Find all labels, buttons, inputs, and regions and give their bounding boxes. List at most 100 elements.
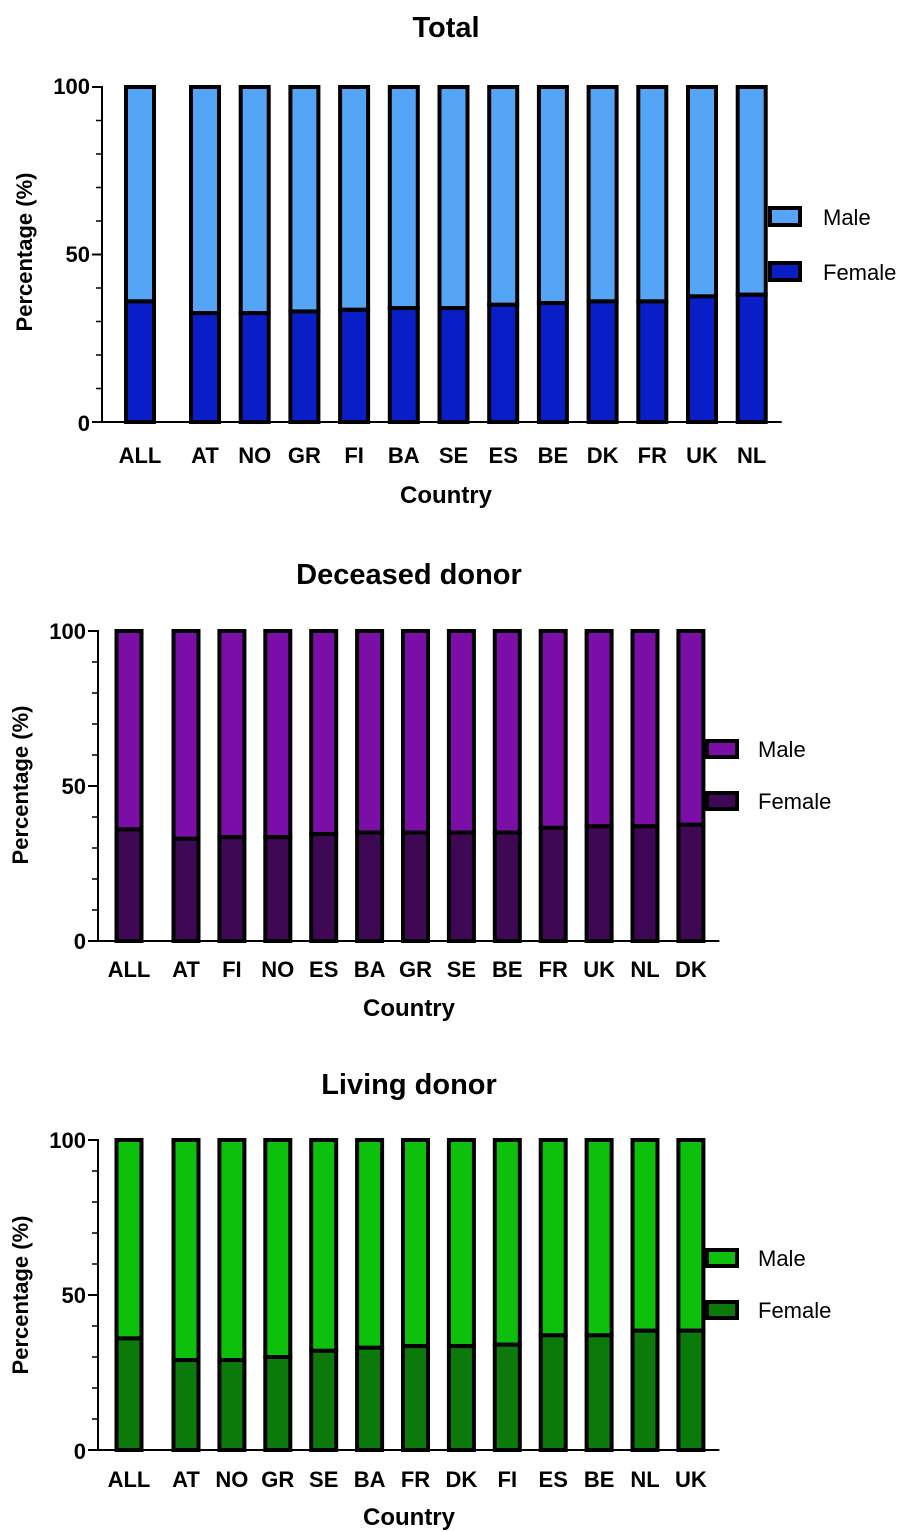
axes	[92, 86, 782, 423]
x-tick-label: FI	[498, 1467, 518, 1492]
x-axis-label: Country	[363, 995, 456, 1022]
bar-female-se	[437, 306, 470, 425]
bar-male-no	[238, 85, 271, 316]
bar-male-es	[538, 1138, 568, 1338]
bar-female-dk	[586, 299, 619, 424]
bar-female-nl	[630, 824, 660, 943]
bar-male-no	[263, 629, 293, 840]
x-tick-label: ES	[539, 1467, 568, 1492]
x-tick-label: UK	[583, 957, 615, 982]
x-tick-label: DK	[446, 1467, 478, 1492]
x-tick-label: ES	[489, 443, 518, 468]
legend-label-female: Female	[823, 260, 896, 285]
chart-panel-total: Total Percentage (%) 0 50 100 ALL AT NO GR F…	[12, 12, 896, 509]
bar-male-nl	[630, 629, 660, 829]
bar-group	[114, 1138, 706, 1453]
bar-male-at	[171, 629, 201, 841]
legend: Male Female	[705, 737, 831, 814]
x-tick-label: NL	[737, 443, 766, 468]
legend-label-female: Female	[758, 1298, 831, 1323]
y-axis-label: Percentage (%)	[8, 1216, 33, 1375]
axes	[88, 630, 720, 942]
bar-female-gr	[401, 830, 430, 943]
x-tick-label: NO	[238, 443, 271, 468]
bar-female-uk	[686, 294, 718, 424]
bar-male-ba	[355, 1138, 385, 1350]
legend-swatch-female	[705, 791, 739, 811]
x-tick-label: DK	[675, 957, 707, 982]
bar-female-fr	[538, 825, 568, 943]
legend-swatch-female	[705, 1300, 739, 1320]
x-tick-label: NO	[261, 957, 294, 982]
x-tick-label: SE	[447, 957, 476, 982]
x-tick-label: ALL	[108, 957, 151, 982]
x-tick-label: AT	[191, 443, 219, 468]
bar-male-at	[171, 1138, 201, 1363]
y-tick-label: 100	[49, 1128, 86, 1153]
x-tick-label: BA	[354, 957, 386, 982]
y-tick-label: 0	[74, 1439, 86, 1464]
legend-swatch-male	[705, 1248, 739, 1268]
y-tick-label: 100	[49, 619, 86, 644]
bar-male-fr	[538, 629, 568, 830]
bar-male-es	[309, 629, 339, 837]
bar-male-gr	[263, 1138, 293, 1359]
bar-female-no	[217, 1358, 247, 1452]
chart-title: Total	[412, 12, 479, 44]
bar-male-fi	[492, 1138, 522, 1347]
bar-female-gr	[263, 1355, 293, 1452]
x-tick-label: BA	[354, 1467, 386, 1492]
category-labels: ALL AT NO GR SE BA FR DK FI ES BE NL UK	[108, 1467, 707, 1492]
bar-female-fr	[636, 299, 669, 424]
bar-male-dk	[446, 1138, 476, 1349]
category-labels: ALL AT FI NO ES BA GR SE BE FR UK NL DK	[108, 957, 707, 982]
x-tick-label: SE	[309, 1467, 338, 1492]
bar-male-ba	[355, 629, 385, 835]
bar-male-dk	[676, 629, 706, 827]
x-tick-label: AT	[172, 957, 200, 982]
x-tick-label: FI	[344, 443, 364, 468]
x-tick-label: FR	[539, 957, 568, 982]
x-tick-label: NO	[215, 1467, 248, 1492]
x-tick-label: ALL	[108, 1467, 151, 1492]
legend-label-male: Male	[758, 737, 806, 762]
x-tick-label: BE	[492, 957, 523, 982]
legend-swatch-female	[768, 261, 802, 282]
y-tick-label: 0	[78, 411, 90, 436]
bar-female-be	[536, 301, 569, 425]
chart-panel-deceased-donor: Deceased donor Percentage (%) 0 50 100 A…	[8, 559, 831, 1022]
legend-swatch-male	[705, 739, 739, 759]
x-tick-label: UK	[675, 1467, 707, 1492]
bar-male-uk	[686, 85, 718, 299]
x-tick-label: DK	[587, 443, 619, 468]
x-tick-label: FR	[638, 443, 667, 468]
legend: Male Female	[768, 205, 896, 285]
bar-group	[124, 85, 768, 425]
bar-male-fr	[401, 1138, 430, 1349]
bar-female-ba	[355, 1345, 385, 1452]
chart-panel-living-donor: Living donor Percentage (%) 0 50 100 ALL…	[8, 1069, 831, 1531]
bar-female-all	[114, 1336, 144, 1453]
bar-male-all	[114, 629, 144, 832]
x-tick-label: GR	[261, 1467, 294, 1492]
bar-male-gr	[288, 85, 321, 314]
x-tick-label: ALL	[119, 443, 162, 468]
legend-label-male: Male	[823, 205, 871, 230]
bar-male-be	[584, 1138, 614, 1338]
bar-female-es	[487, 302, 520, 424]
bar-female-ba	[387, 306, 420, 425]
bar-male-all	[124, 85, 156, 304]
bar-male-nl	[735, 85, 768, 297]
x-tick-label: SE	[439, 443, 468, 468]
x-tick-label: AT	[172, 1467, 200, 1492]
bar-female-uk	[584, 824, 614, 943]
bar-male-uk	[584, 629, 614, 829]
bar-male-be	[536, 85, 569, 306]
bar-female-uk	[676, 1328, 706, 1453]
chart-title: Deceased donor	[296, 559, 522, 591]
bar-male-nl	[630, 1138, 660, 1333]
y-axis-label: Percentage (%)	[8, 706, 33, 865]
bar-female-nl	[630, 1328, 660, 1453]
x-tick-label: UK	[686, 443, 718, 468]
bar-female-at	[171, 836, 201, 944]
